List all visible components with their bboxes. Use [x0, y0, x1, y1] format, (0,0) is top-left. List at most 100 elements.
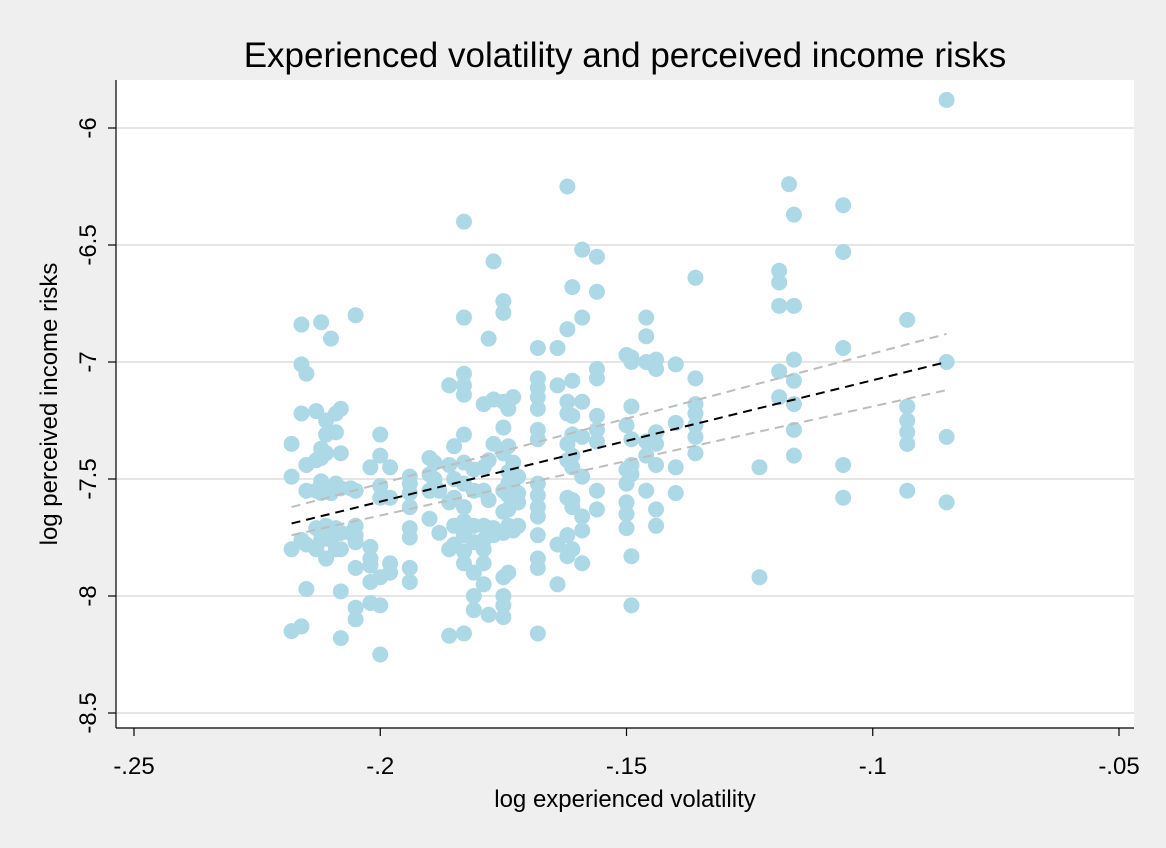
- data-point: [559, 393, 576, 410]
- data-point: [495, 482, 512, 499]
- data-point: [687, 428, 704, 445]
- data-point: [298, 482, 315, 499]
- data-point: [588, 370, 605, 387]
- data-point: [441, 541, 458, 558]
- data-point: [785, 396, 802, 413]
- data-point: [372, 646, 389, 663]
- data-point: [298, 580, 315, 597]
- data-point: [293, 356, 310, 373]
- data-point: [574, 241, 591, 258]
- data-point: [751, 459, 768, 476]
- data-point: [313, 314, 330, 331]
- data-point: [835, 339, 852, 356]
- data-point: [938, 428, 955, 445]
- data-point: [559, 405, 576, 422]
- data-point: [455, 555, 472, 572]
- data-point: [480, 606, 497, 623]
- data-point: [495, 304, 512, 321]
- data-point: [421, 449, 438, 466]
- data-point: [362, 573, 379, 590]
- data-point: [687, 405, 704, 422]
- data-point: [323, 330, 339, 347]
- data-point: [495, 503, 512, 520]
- data-point: [529, 339, 546, 356]
- data-point: [529, 487, 546, 504]
- data-point: [559, 435, 576, 452]
- data-point: [751, 569, 768, 586]
- y-tick-label: -8: [75, 585, 102, 606]
- data-point: [529, 625, 546, 642]
- data-point: [441, 377, 458, 394]
- data-point: [372, 426, 389, 443]
- data-point: [455, 213, 472, 230]
- data-point: [618, 520, 635, 537]
- data-point: [899, 311, 916, 328]
- data-point: [549, 536, 566, 553]
- data-point: [835, 456, 852, 473]
- data-point: [455, 309, 472, 326]
- data-point: [332, 630, 349, 647]
- data-point: [771, 262, 788, 279]
- data-point: [559, 489, 576, 506]
- data-point: [529, 400, 546, 417]
- data-point: [623, 548, 640, 565]
- data-point: [938, 354, 955, 370]
- data-point: [475, 396, 492, 413]
- data-point: [495, 597, 512, 614]
- data-point: [549, 576, 566, 593]
- data-point: [446, 438, 463, 455]
- data-point: [401, 499, 418, 516]
- data-point: [574, 555, 591, 572]
- data-point: [574, 393, 591, 410]
- data-point: [899, 435, 916, 452]
- data-point: [638, 309, 655, 326]
- data-point: [455, 625, 472, 642]
- data-point: [495, 569, 512, 586]
- data-point: [401, 485, 418, 502]
- data-point: [549, 339, 566, 356]
- data-point: [455, 426, 472, 443]
- data-point: [465, 588, 482, 604]
- data-point: [899, 398, 916, 415]
- fit-line: [291, 361, 947, 525]
- data-point: [529, 431, 546, 448]
- tick-marks: -8.5 -8 -7.5 -7 -6.5 -6 -.25 -.2 -.15 -.1 -.05: [75, 117, 1140, 780]
- data-point: [332, 583, 349, 600]
- ci-upper-line: [291, 332, 947, 509]
- data-point: [785, 372, 802, 389]
- ci-lower-line: [291, 389, 947, 537]
- y-tick-label: -6: [75, 117, 102, 138]
- data-point: [667, 485, 684, 502]
- data-point: [899, 482, 916, 499]
- data-point: [283, 623, 300, 640]
- data-point: [283, 468, 300, 485]
- data-point: [401, 559, 418, 576]
- data-point: [588, 283, 605, 300]
- data-point: [455, 386, 472, 403]
- data-point: [618, 346, 635, 363]
- data-point: [446, 517, 463, 534]
- data-point: [372, 489, 389, 506]
- data-point: [785, 447, 802, 464]
- data-point: [559, 452, 576, 469]
- data-point: [588, 482, 605, 499]
- data-point: [785, 206, 802, 223]
- data-point: [529, 527, 546, 544]
- data-point: [618, 475, 635, 492]
- data-point: [480, 330, 497, 347]
- data-point: [347, 611, 364, 628]
- data-point: [421, 466, 438, 483]
- x-tick-label: -.1: [859, 753, 887, 780]
- data-point: [618, 417, 635, 434]
- data-point: [667, 414, 684, 431]
- data-point: [588, 407, 605, 424]
- data-point: [431, 524, 448, 541]
- data-point: [687, 445, 704, 462]
- data-point: [835, 197, 852, 214]
- data-point: [785, 297, 802, 314]
- data-point: [529, 389, 546, 406]
- data-point: [318, 426, 335, 443]
- data-point: [465, 602, 482, 619]
- data-point: [771, 297, 788, 314]
- data-point: [495, 419, 512, 436]
